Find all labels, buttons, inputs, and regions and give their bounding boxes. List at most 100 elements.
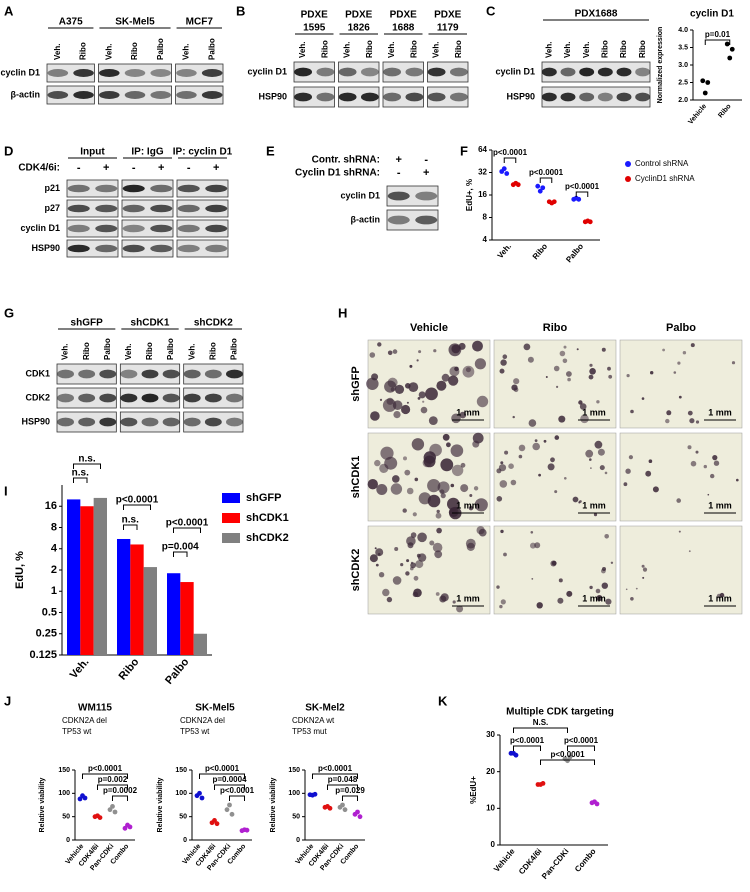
cell-colony xyxy=(418,391,426,399)
cell-colony xyxy=(666,410,672,416)
legend-swatch xyxy=(222,513,240,523)
blot-band xyxy=(122,244,145,253)
panel-label: I xyxy=(4,483,8,498)
cell-colony xyxy=(562,358,568,364)
treatment-value: + xyxy=(103,162,109,174)
cell-colony xyxy=(442,433,450,441)
cell-colony xyxy=(512,415,515,419)
cell-colony xyxy=(513,378,520,385)
chart-subtitle: CDKN2A del xyxy=(180,716,225,725)
cell-colony xyxy=(690,343,695,348)
cell-colony xyxy=(713,460,720,466)
lane-label: Ribo xyxy=(130,42,139,60)
cell-colony xyxy=(394,384,405,394)
blot-band xyxy=(204,417,222,427)
cell-colony xyxy=(641,397,645,400)
panel-label: K xyxy=(438,693,448,708)
cell-colony xyxy=(428,416,438,425)
blot-strip xyxy=(338,86,380,108)
cell-colony xyxy=(594,440,603,449)
cell-colony xyxy=(417,397,421,400)
y-tick-label: 50 xyxy=(179,814,187,821)
panel-label: C xyxy=(486,3,496,18)
legend-label: shCDK2 xyxy=(246,532,289,544)
blot-band xyxy=(597,92,613,102)
cell-colony xyxy=(460,462,466,468)
cell-colony xyxy=(558,578,563,583)
bar xyxy=(167,573,181,655)
significance-bracket xyxy=(73,477,88,483)
blot-band xyxy=(67,224,90,233)
blot-strip xyxy=(121,179,174,198)
scale-bar-label: 1 mm xyxy=(456,593,480,603)
cell-colony xyxy=(380,446,394,460)
cell-colony xyxy=(435,512,442,519)
blot-band xyxy=(316,67,335,77)
blot-band xyxy=(204,393,222,403)
blot-row-label: CDK2 xyxy=(25,392,50,402)
blot-band xyxy=(204,369,222,379)
data-point xyxy=(214,821,220,827)
cell-colony xyxy=(450,483,455,488)
lane-label: Veh. xyxy=(104,44,113,60)
blot-row-label: cyclin D1 xyxy=(495,66,535,76)
blot-band xyxy=(120,393,138,403)
micrograph xyxy=(619,339,743,429)
blot-strip xyxy=(175,63,224,83)
legend-label: Control shRNA xyxy=(635,159,689,168)
cell-colony xyxy=(597,448,605,456)
significance-label: p<0.0001 xyxy=(565,182,600,191)
y-tick-label: 0 xyxy=(66,837,70,844)
y-tick-label: 2.0 xyxy=(678,97,688,104)
cell-colony xyxy=(547,463,555,471)
blot-strip xyxy=(66,199,119,218)
y-tick-label: 10 xyxy=(486,803,495,812)
data-point xyxy=(537,188,543,194)
chart-title: WM115 xyxy=(78,703,112,714)
significance-bracket xyxy=(97,784,128,790)
cell-colony xyxy=(580,414,589,424)
group-label: shCDK1 xyxy=(131,318,170,329)
chart-subtitle: TP53 wt xyxy=(62,727,92,736)
cell-colony xyxy=(736,478,739,482)
treatment-label: Cyclin D1 shRNA: xyxy=(295,168,380,179)
blot-strip xyxy=(175,85,224,105)
blot-band xyxy=(122,204,145,213)
data-point xyxy=(551,199,557,205)
x-tick-label: Palbo xyxy=(564,242,585,265)
significance-label: p<0.0001 xyxy=(550,750,585,759)
blot-band xyxy=(183,393,201,403)
data-point xyxy=(700,78,706,84)
blot-band xyxy=(177,244,200,253)
blot-row-label: p27 xyxy=(44,203,60,213)
cell-colony xyxy=(628,455,634,460)
significance-label: p<0.0001 xyxy=(529,168,564,177)
cell-colony xyxy=(476,395,489,408)
significance-bracket xyxy=(112,795,128,801)
blot-band xyxy=(360,67,379,77)
lane-label: Palbo xyxy=(207,38,216,60)
blot-band xyxy=(427,92,446,102)
significance-bracket xyxy=(513,745,541,751)
x-tick-label: Vehicle xyxy=(687,103,708,126)
bar xyxy=(67,499,81,655)
cell-colony xyxy=(386,397,394,405)
cell-colony xyxy=(406,559,410,563)
blot-strip xyxy=(176,179,229,198)
y-tick-label: 0 xyxy=(491,840,496,849)
significance-bracket xyxy=(704,39,731,45)
data-point xyxy=(340,802,345,808)
x-tick-label: Combo xyxy=(573,847,598,874)
cell-colony xyxy=(687,410,693,416)
cell-colony xyxy=(513,387,519,393)
blot-band xyxy=(78,417,96,427)
data-point xyxy=(122,825,128,831)
cell-colony xyxy=(642,567,648,572)
group-label: 1826 xyxy=(348,23,371,34)
data-point xyxy=(576,196,582,202)
cell-colony xyxy=(387,350,393,356)
blot-strip xyxy=(386,209,439,231)
cell-colony xyxy=(607,366,611,371)
cell-colony xyxy=(499,604,503,609)
